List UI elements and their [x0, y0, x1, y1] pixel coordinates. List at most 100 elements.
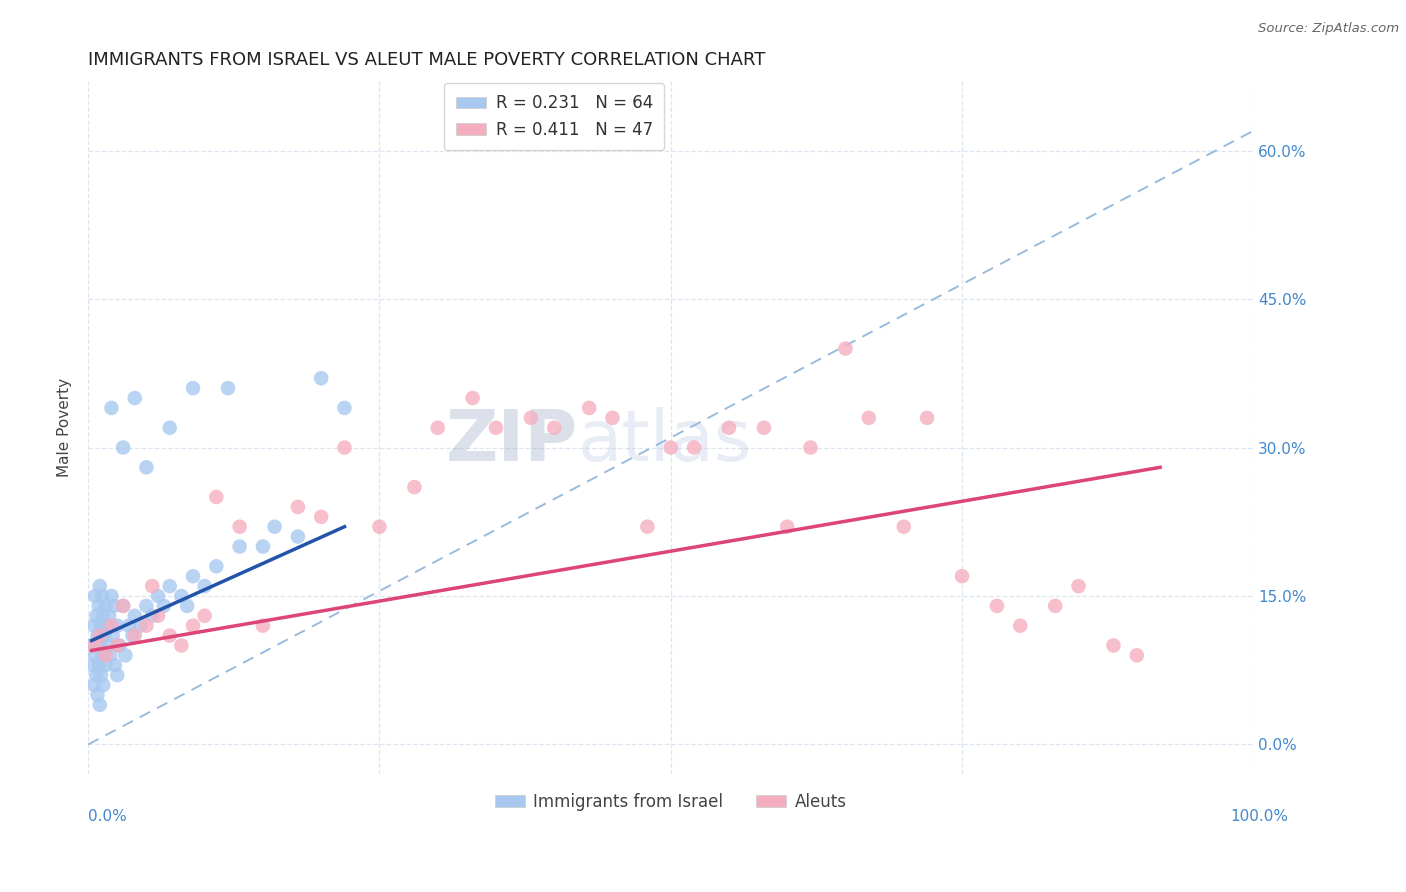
Point: [287, 500, 309, 514]
Point: [83, 639, 105, 653]
Text: Source: ZipAtlas.com: Source: ZipAtlas.com: [1258, 22, 1399, 36]
Point: [114, 648, 136, 663]
Point: [108, 639, 131, 653]
Point: [84, 608, 107, 623]
Point: [252, 618, 274, 632]
Point: [101, 629, 124, 643]
Point: [205, 559, 228, 574]
Point: [1126, 648, 1149, 663]
Point: [100, 618, 122, 632]
Point: [602, 410, 624, 425]
Point: [333, 401, 356, 415]
Y-axis label: Male Poverty: Male Poverty: [58, 378, 72, 477]
Point: [98, 608, 121, 623]
Point: [1067, 579, 1090, 593]
Point: [89, 629, 111, 643]
Point: [86, 688, 108, 702]
Point: [89, 639, 111, 653]
Point: [97, 639, 120, 653]
Point: [404, 480, 426, 494]
Point: [105, 639, 128, 653]
Point: [121, 629, 143, 643]
Point: [659, 441, 682, 455]
Text: atlas: atlas: [578, 407, 752, 476]
Point: [104, 658, 127, 673]
Point: [146, 608, 169, 623]
Point: [94, 658, 117, 673]
Point: [986, 599, 1008, 613]
Point: [112, 441, 135, 455]
Point: [105, 618, 128, 632]
Point: [309, 509, 332, 524]
Point: [799, 441, 821, 455]
Point: [578, 401, 600, 415]
Point: [80, 639, 103, 653]
Point: [83, 618, 105, 632]
Point: [520, 410, 543, 425]
Point: [87, 658, 110, 673]
Point: [90, 618, 112, 632]
Point: [100, 401, 122, 415]
Point: [84, 648, 107, 663]
Text: 100.0%: 100.0%: [1230, 809, 1288, 824]
Point: [141, 579, 163, 593]
Point: [86, 629, 108, 643]
Point: [426, 421, 449, 435]
Point: [100, 589, 122, 603]
Point: [89, 698, 111, 712]
Point: [181, 618, 204, 632]
Point: [181, 381, 204, 395]
Legend: Immigrants from Israel, Aleuts: Immigrants from Israel, Aleuts: [488, 787, 853, 818]
Point: [112, 599, 135, 613]
Point: [91, 648, 114, 663]
Point: [834, 342, 856, 356]
Point: [170, 639, 193, 653]
Point: [461, 391, 484, 405]
Point: [858, 410, 880, 425]
Point: [83, 678, 105, 692]
Point: [915, 410, 938, 425]
Point: [141, 608, 163, 623]
Point: [146, 589, 169, 603]
Point: [91, 608, 114, 623]
Point: [84, 668, 107, 682]
Point: [170, 589, 193, 603]
Point: [176, 599, 198, 613]
Point: [159, 629, 181, 643]
Point: [776, 519, 799, 533]
Point: [194, 608, 217, 623]
Point: [87, 599, 110, 613]
Point: [263, 519, 285, 533]
Point: [309, 371, 332, 385]
Text: ZIP: ZIP: [446, 407, 578, 476]
Point: [228, 519, 250, 533]
Point: [89, 579, 111, 593]
Point: [252, 540, 274, 554]
Point: [135, 599, 157, 613]
Point: [84, 589, 107, 603]
Point: [159, 421, 181, 435]
Point: [124, 391, 146, 405]
Point: [683, 441, 706, 455]
Point: [94, 648, 117, 663]
Point: [368, 519, 391, 533]
Point: [159, 579, 181, 593]
Point: [129, 618, 152, 632]
Point: [194, 579, 217, 593]
Point: [124, 608, 146, 623]
Point: [717, 421, 740, 435]
Point: [153, 599, 176, 613]
Point: [124, 629, 146, 643]
Point: [96, 618, 118, 632]
Point: [94, 599, 117, 613]
Point: [950, 569, 973, 583]
Point: [287, 530, 309, 544]
Point: [1010, 618, 1032, 632]
Point: [333, 441, 356, 455]
Point: [93, 629, 115, 643]
Point: [217, 381, 239, 395]
Point: [90, 668, 112, 682]
Point: [82, 658, 104, 673]
Point: [636, 519, 658, 533]
Point: [103, 599, 125, 613]
